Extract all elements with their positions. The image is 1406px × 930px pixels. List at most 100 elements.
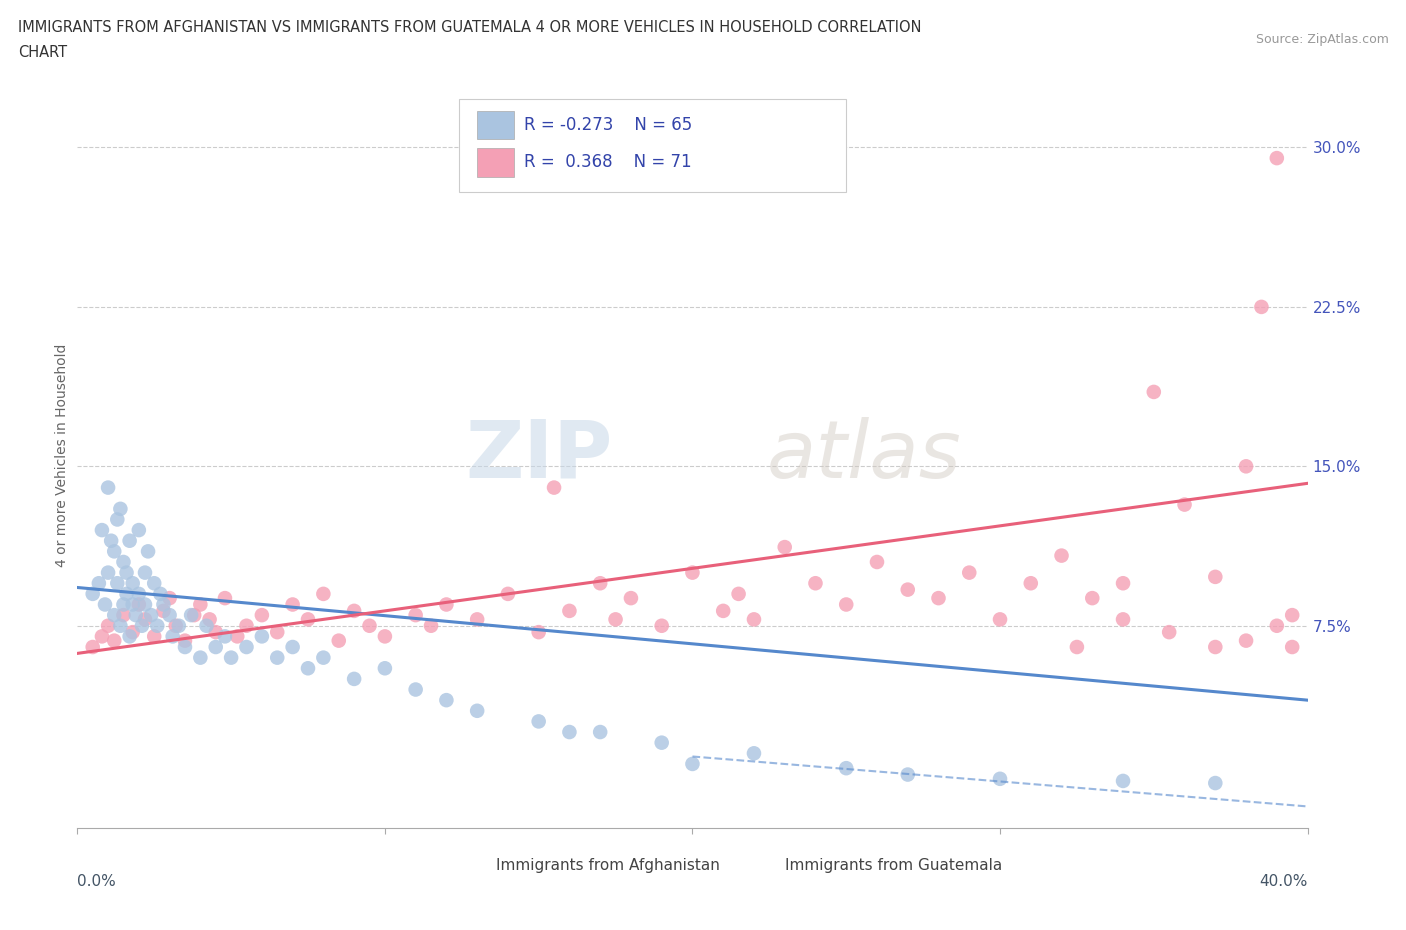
Point — [103, 607, 125, 622]
Point — [131, 618, 153, 633]
Point — [1112, 576, 1135, 591]
Point — [835, 597, 858, 612]
Point — [1204, 569, 1226, 584]
Point — [281, 597, 304, 612]
Point — [235, 640, 257, 655]
Point — [897, 582, 920, 597]
Point — [988, 612, 1011, 627]
Point — [988, 771, 1011, 786]
Point — [97, 565, 120, 580]
Point — [125, 607, 148, 622]
Point — [1204, 776, 1226, 790]
Point — [87, 576, 110, 591]
Point — [115, 587, 138, 602]
Point — [436, 597, 458, 612]
Point — [374, 629, 396, 644]
Point — [1143, 384, 1166, 399]
Point — [204, 640, 226, 655]
Point — [112, 607, 135, 622]
Point — [297, 661, 319, 676]
Text: R = -0.273    N = 65: R = -0.273 N = 65 — [524, 115, 692, 134]
Point — [266, 650, 288, 665]
Point — [682, 756, 704, 771]
Point — [195, 618, 218, 633]
Point — [143, 629, 166, 644]
FancyBboxPatch shape — [453, 852, 486, 880]
Point — [159, 607, 181, 622]
FancyBboxPatch shape — [742, 852, 776, 880]
Point — [620, 591, 643, 605]
Point — [436, 693, 458, 708]
Point — [143, 576, 166, 591]
Point — [97, 618, 120, 633]
FancyBboxPatch shape — [458, 99, 846, 192]
Point — [1234, 458, 1257, 473]
Point — [204, 625, 226, 640]
Point — [214, 591, 236, 605]
Point — [165, 618, 187, 633]
Point — [465, 703, 488, 718]
Point — [1081, 591, 1104, 605]
Point — [312, 587, 335, 602]
Point — [589, 576, 612, 591]
Point — [100, 533, 122, 548]
Text: atlas: atlas — [766, 417, 962, 495]
Point — [742, 612, 765, 627]
Point — [651, 618, 673, 633]
Point — [1019, 576, 1042, 591]
Point — [103, 544, 125, 559]
Point — [103, 633, 125, 648]
Point — [297, 612, 319, 627]
Point — [159, 591, 181, 605]
Point — [112, 597, 135, 612]
Y-axis label: 4 or more Vehicles in Household: 4 or more Vehicles in Household — [55, 344, 69, 567]
Point — [188, 650, 212, 665]
Point — [496, 587, 519, 602]
Point — [527, 714, 550, 729]
Point — [1281, 640, 1303, 655]
Point — [152, 597, 174, 612]
Point — [727, 587, 749, 602]
Point — [198, 612, 221, 627]
Point — [219, 650, 242, 665]
Point — [118, 533, 141, 548]
Point — [343, 671, 366, 686]
Point — [149, 587, 172, 602]
Text: R =  0.368    N = 71: R = 0.368 N = 71 — [524, 153, 692, 171]
Point — [174, 633, 197, 648]
Point — [188, 597, 212, 612]
Point — [105, 576, 128, 591]
Point — [136, 544, 159, 559]
Point — [110, 618, 132, 633]
Point — [110, 501, 132, 516]
Text: Immigrants from Guatemala: Immigrants from Guatemala — [785, 858, 1002, 873]
Point — [134, 565, 156, 580]
Point — [897, 767, 920, 782]
Point — [152, 604, 174, 618]
Point — [682, 565, 704, 580]
Point — [250, 607, 273, 622]
Point — [226, 629, 249, 644]
Point — [742, 746, 765, 761]
Point — [1281, 607, 1303, 622]
Point — [121, 597, 143, 612]
Point — [90, 629, 114, 644]
Point — [374, 661, 396, 676]
Point — [141, 607, 163, 622]
Point — [558, 604, 581, 618]
FancyBboxPatch shape — [477, 149, 515, 177]
Point — [605, 612, 627, 627]
Point — [343, 604, 366, 618]
Point — [543, 480, 565, 495]
Point — [94, 597, 117, 612]
Point — [121, 625, 143, 640]
Text: Source: ZipAtlas.com: Source: ZipAtlas.com — [1256, 33, 1389, 46]
Point — [1234, 633, 1257, 648]
Point — [167, 618, 190, 633]
Point — [405, 607, 427, 622]
Point — [162, 629, 184, 644]
Point — [180, 607, 202, 622]
Point — [82, 640, 104, 655]
Point — [773, 539, 796, 554]
Point — [558, 724, 581, 739]
